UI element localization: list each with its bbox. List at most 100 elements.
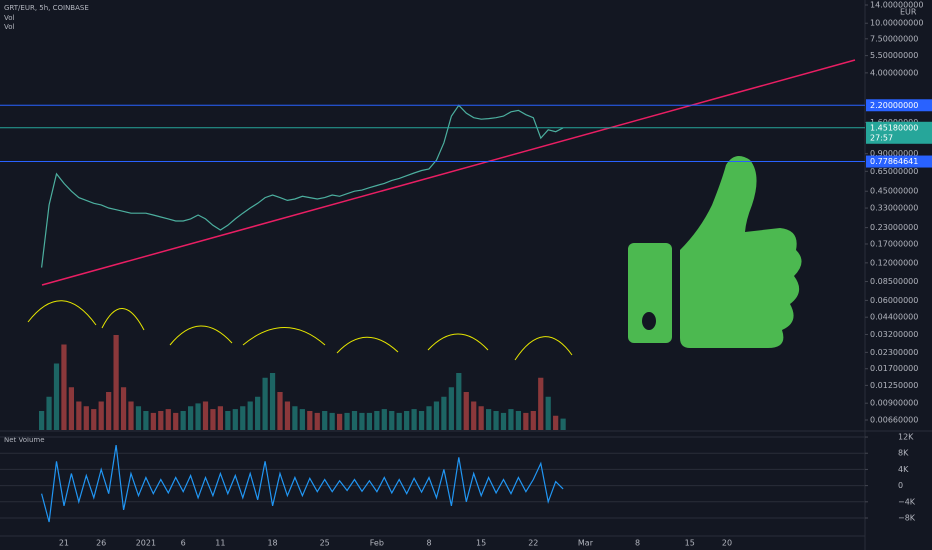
volume-bar — [225, 411, 231, 430]
volume-bar — [91, 409, 97, 430]
volume-bar — [262, 377, 268, 430]
y-tick-label: 14.00000000 — [870, 1, 923, 10]
volume-bar — [120, 387, 127, 430]
volume-bar — [53, 363, 60, 430]
volume-bar — [344, 412, 350, 430]
volume-bar — [143, 411, 149, 430]
level-label-box — [866, 99, 932, 112]
volume-bar — [493, 411, 499, 430]
volume-bar — [269, 373, 276, 430]
volume-bar — [441, 396, 447, 430]
x-tick-label: 2021 — [136, 539, 156, 548]
volume-bar — [255, 396, 261, 430]
volume-bar — [478, 406, 484, 430]
y-tick-label: 0.65000000 — [870, 167, 918, 176]
volume-bar — [135, 406, 142, 430]
x-tick-label: 25 — [320, 539, 330, 548]
volume-bar — [46, 396, 52, 430]
volume-bar — [508, 409, 514, 430]
level-label-box — [866, 121, 932, 144]
y-tick-label: 5.50000000 — [870, 51, 918, 60]
volume-bar — [247, 401, 253, 430]
volume-bar — [471, 401, 477, 430]
y-tick-label: −4K — [898, 497, 916, 506]
countdown: 27:57 — [870, 133, 893, 142]
volume-bar — [61, 344, 67, 430]
legend-label: Vol — [4, 14, 15, 22]
y-tick-label: 12K — [898, 433, 914, 442]
volume-bar — [322, 411, 328, 430]
trend-line — [41, 59, 856, 286]
volume-bar — [202, 401, 209, 430]
volume-bar — [98, 401, 104, 430]
volume-bar — [456, 373, 462, 430]
arc — [101, 308, 145, 331]
volume-bar — [366, 412, 373, 430]
x-tick-label: Mar — [578, 539, 594, 548]
y-tick-label: 0.12000000 — [870, 258, 918, 267]
x-tick-label: 20 — [722, 539, 732, 548]
volume-bar — [374, 411, 380, 430]
y-tick-label: 0.01250000 — [870, 381, 918, 390]
volume-bar — [180, 411, 186, 430]
y-tick-label: 0.33000000 — [870, 204, 918, 213]
y-tick-label: 0.02300000 — [870, 348, 918, 357]
arc — [514, 336, 573, 361]
x-tick-label: 22 — [528, 539, 538, 548]
y-tick-label: 4.00000000 — [870, 68, 918, 77]
y-tick-label: 0.03200000 — [870, 330, 918, 339]
volume-bar — [500, 412, 507, 430]
volume-bar — [38, 411, 45, 430]
arc — [336, 336, 399, 354]
x-tick-label: 21 — [59, 539, 69, 548]
thumbs-up — [628, 156, 802, 348]
volume-bar — [299, 409, 305, 430]
level-label: 1.45180000 — [870, 123, 918, 132]
price-line — [41, 104, 564, 268]
axis-unit: EUR — [900, 8, 917, 17]
y-tick-label: 10.00000000 — [870, 19, 923, 28]
volume-bar — [76, 401, 82, 430]
volume-bar — [83, 406, 89, 430]
volume-bar — [106, 392, 112, 430]
x-tick-label: 11 — [215, 539, 225, 548]
volume-bar — [404, 411, 410, 430]
y-tick-label: 0.00660000 — [870, 416, 918, 425]
cuff-hole — [642, 312, 656, 330]
volume-bar — [173, 412, 179, 430]
volume-bar — [128, 401, 134, 430]
y-tick-label: 0.17000000 — [870, 239, 918, 248]
y-tick-label: 0.45000000 — [870, 187, 918, 196]
x-tick-label: 15 — [685, 539, 695, 548]
volume-bar — [307, 411, 313, 430]
volume-bar — [329, 412, 335, 430]
y-tick-label: 0.00900000 — [870, 399, 918, 408]
x-tick-label: 8 — [635, 539, 640, 548]
volume-bar — [284, 401, 291, 430]
volume-bar — [336, 413, 343, 430]
volume-bar — [523, 412, 529, 430]
level-label-box — [866, 155, 932, 168]
volume-bar — [553, 415, 559, 430]
volume-bar — [515, 411, 522, 430]
y-tick-label: 0.90000000 — [870, 149, 918, 158]
volume-bar — [485, 409, 492, 430]
volume-bar — [68, 387, 75, 430]
volume-bar — [240, 406, 246, 430]
volume-bar — [448, 387, 454, 430]
net-volume-line — [41, 445, 564, 523]
volume-bar — [314, 412, 320, 430]
volume-bar — [277, 392, 283, 430]
volume-bar — [232, 409, 238, 430]
volume-bar — [545, 396, 551, 430]
volume-bar — [538, 377, 544, 430]
volume-bar — [187, 406, 194, 430]
x-tick-label: 8 — [426, 539, 431, 548]
volume-bar — [359, 412, 365, 430]
volume-bar — [433, 401, 440, 430]
volume-bar — [411, 409, 417, 430]
cycle-arcs — [27, 300, 573, 361]
y-tick-label: 0.08500000 — [870, 277, 918, 286]
volume-bar — [381, 409, 387, 430]
